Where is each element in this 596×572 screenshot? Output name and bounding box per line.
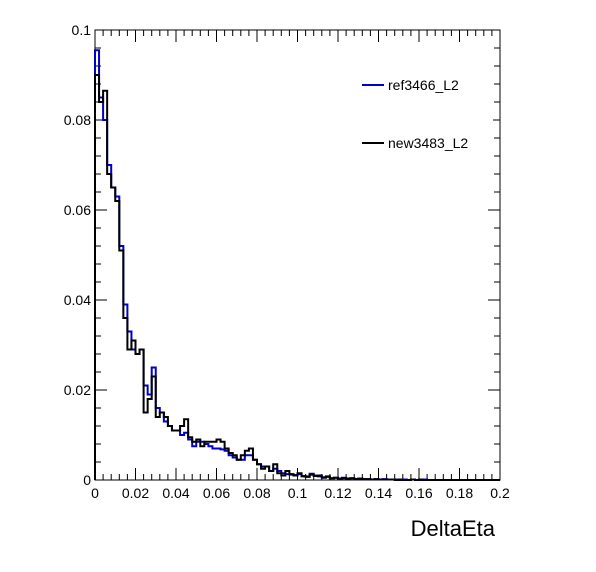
x-tick-label: 0.06 xyxy=(203,485,230,501)
legend-box xyxy=(358,60,493,170)
y-tick-label: 0.08 xyxy=(64,112,91,128)
y-tick-label: 0.06 xyxy=(64,202,91,218)
x-tick-label: 0.2 xyxy=(490,485,510,501)
series-layer xyxy=(94,49,500,481)
x-tick-label: 0.18 xyxy=(446,485,473,501)
x-tick-label: 0.04 xyxy=(162,485,189,501)
x-tick-label: 0 xyxy=(91,485,99,501)
y-tick-label: 0.02 xyxy=(64,382,91,398)
x-tick-label: 0.16 xyxy=(405,485,432,501)
y-tick-labels: 0 0.02 0.04 0.06 0.08 0.1 xyxy=(64,22,91,488)
y-tick-label: 0 xyxy=(83,472,91,488)
x-tick-label: 0.1 xyxy=(288,485,308,501)
x-tick-label: 0.12 xyxy=(324,485,351,501)
legend-label-series-2: new3483_L2 xyxy=(388,135,468,151)
x-tick-labels: 0 0.02 0.04 0.06 0.08 0.1 0.12 0.14 0.16 0.18 0.2 xyxy=(91,485,510,501)
series-2-histogram xyxy=(94,74,500,481)
x-axis-title: DeltaEta xyxy=(411,516,496,541)
legend-label-series-1: ref3466_L2 xyxy=(388,77,459,93)
x-tick-label: 0.08 xyxy=(243,485,270,501)
legend: ref3466_L2 new3483_L2 xyxy=(358,60,493,170)
x-tick-label: 0.14 xyxy=(365,485,392,501)
y-tick-label: 0.04 xyxy=(64,292,91,308)
y-tick-label: 0.1 xyxy=(72,22,92,38)
x-tick-label: 0.02 xyxy=(122,485,149,501)
